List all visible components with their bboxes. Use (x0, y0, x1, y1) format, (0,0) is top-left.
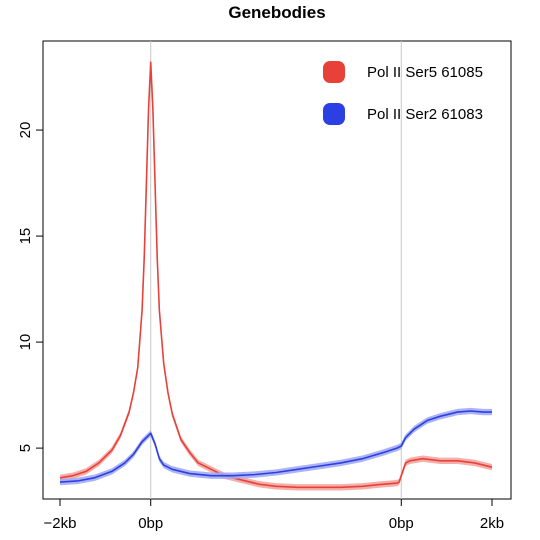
series-1 (59, 407, 492, 486)
legend: Pol II Ser5 61085 Pol II Ser2 61083 (323, 61, 483, 125)
series-layer (59, 59, 493, 491)
reference-lines (150, 41, 402, 499)
y-tick-label-0: 5 (17, 444, 34, 452)
legend-item-1: Pol II Ser2 61083 (323, 103, 483, 125)
legend-swatch-1 (323, 103, 345, 125)
x-tick-label-2: 0bp (389, 515, 414, 532)
legend-label-0: Pol II Ser5 61085 (367, 64, 483, 81)
chart-title: Genebodies (228, 3, 325, 22)
series-line-0 (59, 61, 493, 489)
legend-label-1: Pol II Ser2 61083 (367, 106, 483, 123)
x-tick-label-3: 2kb (480, 515, 504, 532)
axes: 5 10 15 20 −2kb 0bp 0bp 2kb (17, 122, 504, 532)
y-tick-label-1: 10 (17, 334, 34, 351)
legend-item-0: Pol II Ser5 61085 (323, 61, 483, 83)
y-tick-label-3: 20 (17, 122, 34, 139)
legend-swatch-0 (323, 61, 345, 83)
plot-frame (42, 40, 512, 500)
x-tick-label-1: 0bp (138, 515, 163, 532)
y-tick-label-2: 15 (17, 228, 34, 245)
x-tick-label-0: −2kb (44, 515, 77, 532)
series-band-1 (60, 407, 492, 486)
series-0 (59, 59, 493, 491)
series-line-1 (59, 410, 492, 483)
